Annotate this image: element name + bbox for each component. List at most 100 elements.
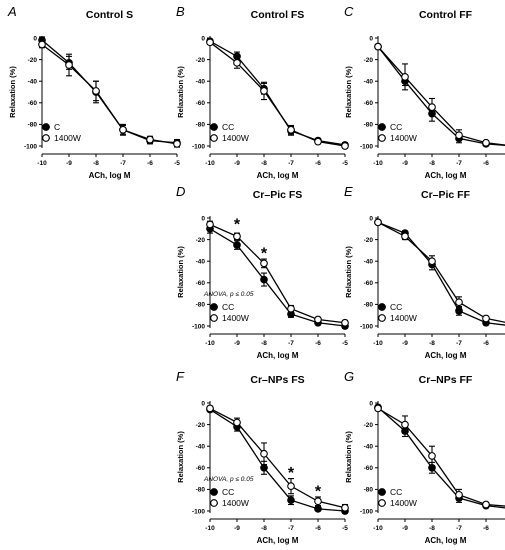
- data-point: [341, 318, 349, 327]
- panel-title: Control FS: [251, 9, 305, 21]
- x-tick-label: -7: [456, 525, 462, 532]
- x-tick-label: -7: [288, 160, 294, 167]
- data-point: [401, 73, 409, 81]
- y-tick-label: -60: [196, 280, 206, 287]
- series-line: [377, 46, 505, 147]
- y-tick-label: 0: [201, 215, 205, 222]
- series-line: [41, 43, 178, 145]
- x-tick-label: -10: [205, 340, 215, 347]
- data-point: [314, 504, 322, 513]
- x-tick-label: -7: [288, 525, 294, 532]
- x-tick-label: -7: [288, 340, 294, 347]
- y-tick-label: -100: [360, 323, 373, 330]
- data-point: [428, 257, 436, 266]
- series-line: [377, 406, 505, 509]
- anova-note: ANOVA, p ≤ 0.05: [203, 291, 254, 298]
- data-point: [173, 139, 181, 148]
- data-point: [314, 315, 322, 324]
- significance-star: *: [315, 483, 322, 500]
- series-open: [374, 218, 505, 323]
- x-axis-label: ACh, log M: [257, 351, 299, 360]
- x-tick-label: -10: [373, 525, 383, 532]
- y-axis-label: Relaxation (%): [344, 431, 353, 483]
- data-point: [38, 40, 46, 49]
- legend-marker: [210, 123, 218, 131]
- data-point: [314, 497, 322, 506]
- data-point: [401, 232, 409, 241]
- data-point: [260, 463, 268, 472]
- x-tick-label: -6: [315, 160, 321, 167]
- y-tick-label: -60: [364, 280, 374, 287]
- panel-f: F Cr–NPs FS 0 -20 -40 -60 -80 -100 -10 -9 -8 -7 -6 -5…: [176, 369, 349, 545]
- data-point: [374, 42, 382, 51]
- data-point: [482, 500, 490, 509]
- data-point: [455, 298, 463, 307]
- y-tick-label: -80: [364, 487, 374, 494]
- series-line: [377, 221, 505, 323]
- series-line: [209, 41, 346, 147]
- x-tick-label: -6: [315, 340, 321, 347]
- x-tick-label: -6: [483, 160, 489, 167]
- panel-title: Control FF: [419, 9, 473, 21]
- panel-letter: F: [176, 369, 185, 384]
- legend-label: 1400W: [54, 133, 81, 143]
- x-tick-label: -8: [261, 160, 267, 167]
- x-tick-label: -7: [120, 160, 126, 167]
- x-axis-label: ACh, log M: [425, 536, 467, 545]
- x-tick-label: -8: [261, 525, 267, 532]
- y-tick-label: -40: [364, 259, 374, 266]
- data-point: [260, 275, 268, 284]
- data-point: [287, 304, 295, 313]
- series-line: [209, 223, 346, 324]
- x-tick-label: -8: [429, 340, 435, 347]
- series-open: [206, 404, 349, 512]
- data-point: [374, 404, 382, 413]
- legend-label: CC: [222, 302, 234, 312]
- series-line: [209, 228, 346, 327]
- data-point: [287, 482, 295, 491]
- y-tick-label: -40: [364, 444, 374, 451]
- legend-marker: [42, 123, 50, 131]
- panel-letter: A: [7, 4, 17, 19]
- panel-d: D Cr–Pic FS 0 -20 -40 -60 -80 -100 -10 -9 -8 -7 -6 -5…: [176, 184, 349, 360]
- y-axis-label: Relaxation (%): [344, 66, 353, 118]
- data-point: [260, 87, 268, 95]
- panel-b: B Control FS 0 -20 -40 -60 -80 -100 -10 -9 -8 -7 -6 -…: [176, 4, 349, 180]
- y-tick-label: 0: [369, 215, 373, 222]
- y-tick-label: -100: [360, 508, 373, 515]
- series-line: [377, 221, 505, 326]
- y-tick-label: -80: [196, 302, 206, 309]
- data-point: [314, 137, 322, 146]
- panel-letter: B: [176, 4, 185, 19]
- y-tick-label: 0: [369, 400, 373, 407]
- y-tick-label: -60: [364, 465, 374, 472]
- legend-marker: [378, 123, 386, 131]
- y-tick-label: -20: [196, 237, 206, 244]
- y-axis-label: Relaxation (%): [176, 246, 185, 298]
- panel-title: Cr–Pic FS: [253, 189, 303, 201]
- significance-star: *: [261, 245, 268, 262]
- anova-note: ANOVA, p ≤ 0.05: [203, 476, 254, 483]
- x-axis-label: ACh, log M: [425, 351, 467, 360]
- x-tick-label: -8: [93, 160, 99, 167]
- legend-marker: [210, 303, 218, 311]
- x-tick-label: -9: [402, 525, 408, 532]
- x-tick-label: -10: [205, 525, 215, 532]
- x-tick-label: -9: [234, 160, 240, 167]
- panel-c: C Control FF 0 -20 -40 -60 -80 -100 -10 -9 -8 -7 -6 -…: [344, 4, 505, 180]
- data-point: [341, 142, 349, 150]
- x-tick-label: -9: [234, 525, 240, 532]
- data-point: [92, 87, 100, 95]
- data-point: [233, 241, 241, 249]
- legend-label: 1400W: [222, 498, 249, 508]
- x-tick-label: -9: [234, 340, 240, 347]
- series-open: [374, 42, 505, 147]
- y-tick-label: -20: [28, 57, 38, 64]
- data-point: [287, 496, 295, 505]
- x-tick-label: -8: [429, 525, 435, 532]
- panel-title: Cr–NPs FF: [419, 374, 473, 386]
- y-axis-label: Relaxation (%): [176, 66, 185, 118]
- y-tick-label: -60: [364, 100, 374, 107]
- panel-e: E Cr–Pic FF 0 -20 -40 -60 -80 -100 -10 -9 -8 -7 -6 -5…: [344, 184, 505, 360]
